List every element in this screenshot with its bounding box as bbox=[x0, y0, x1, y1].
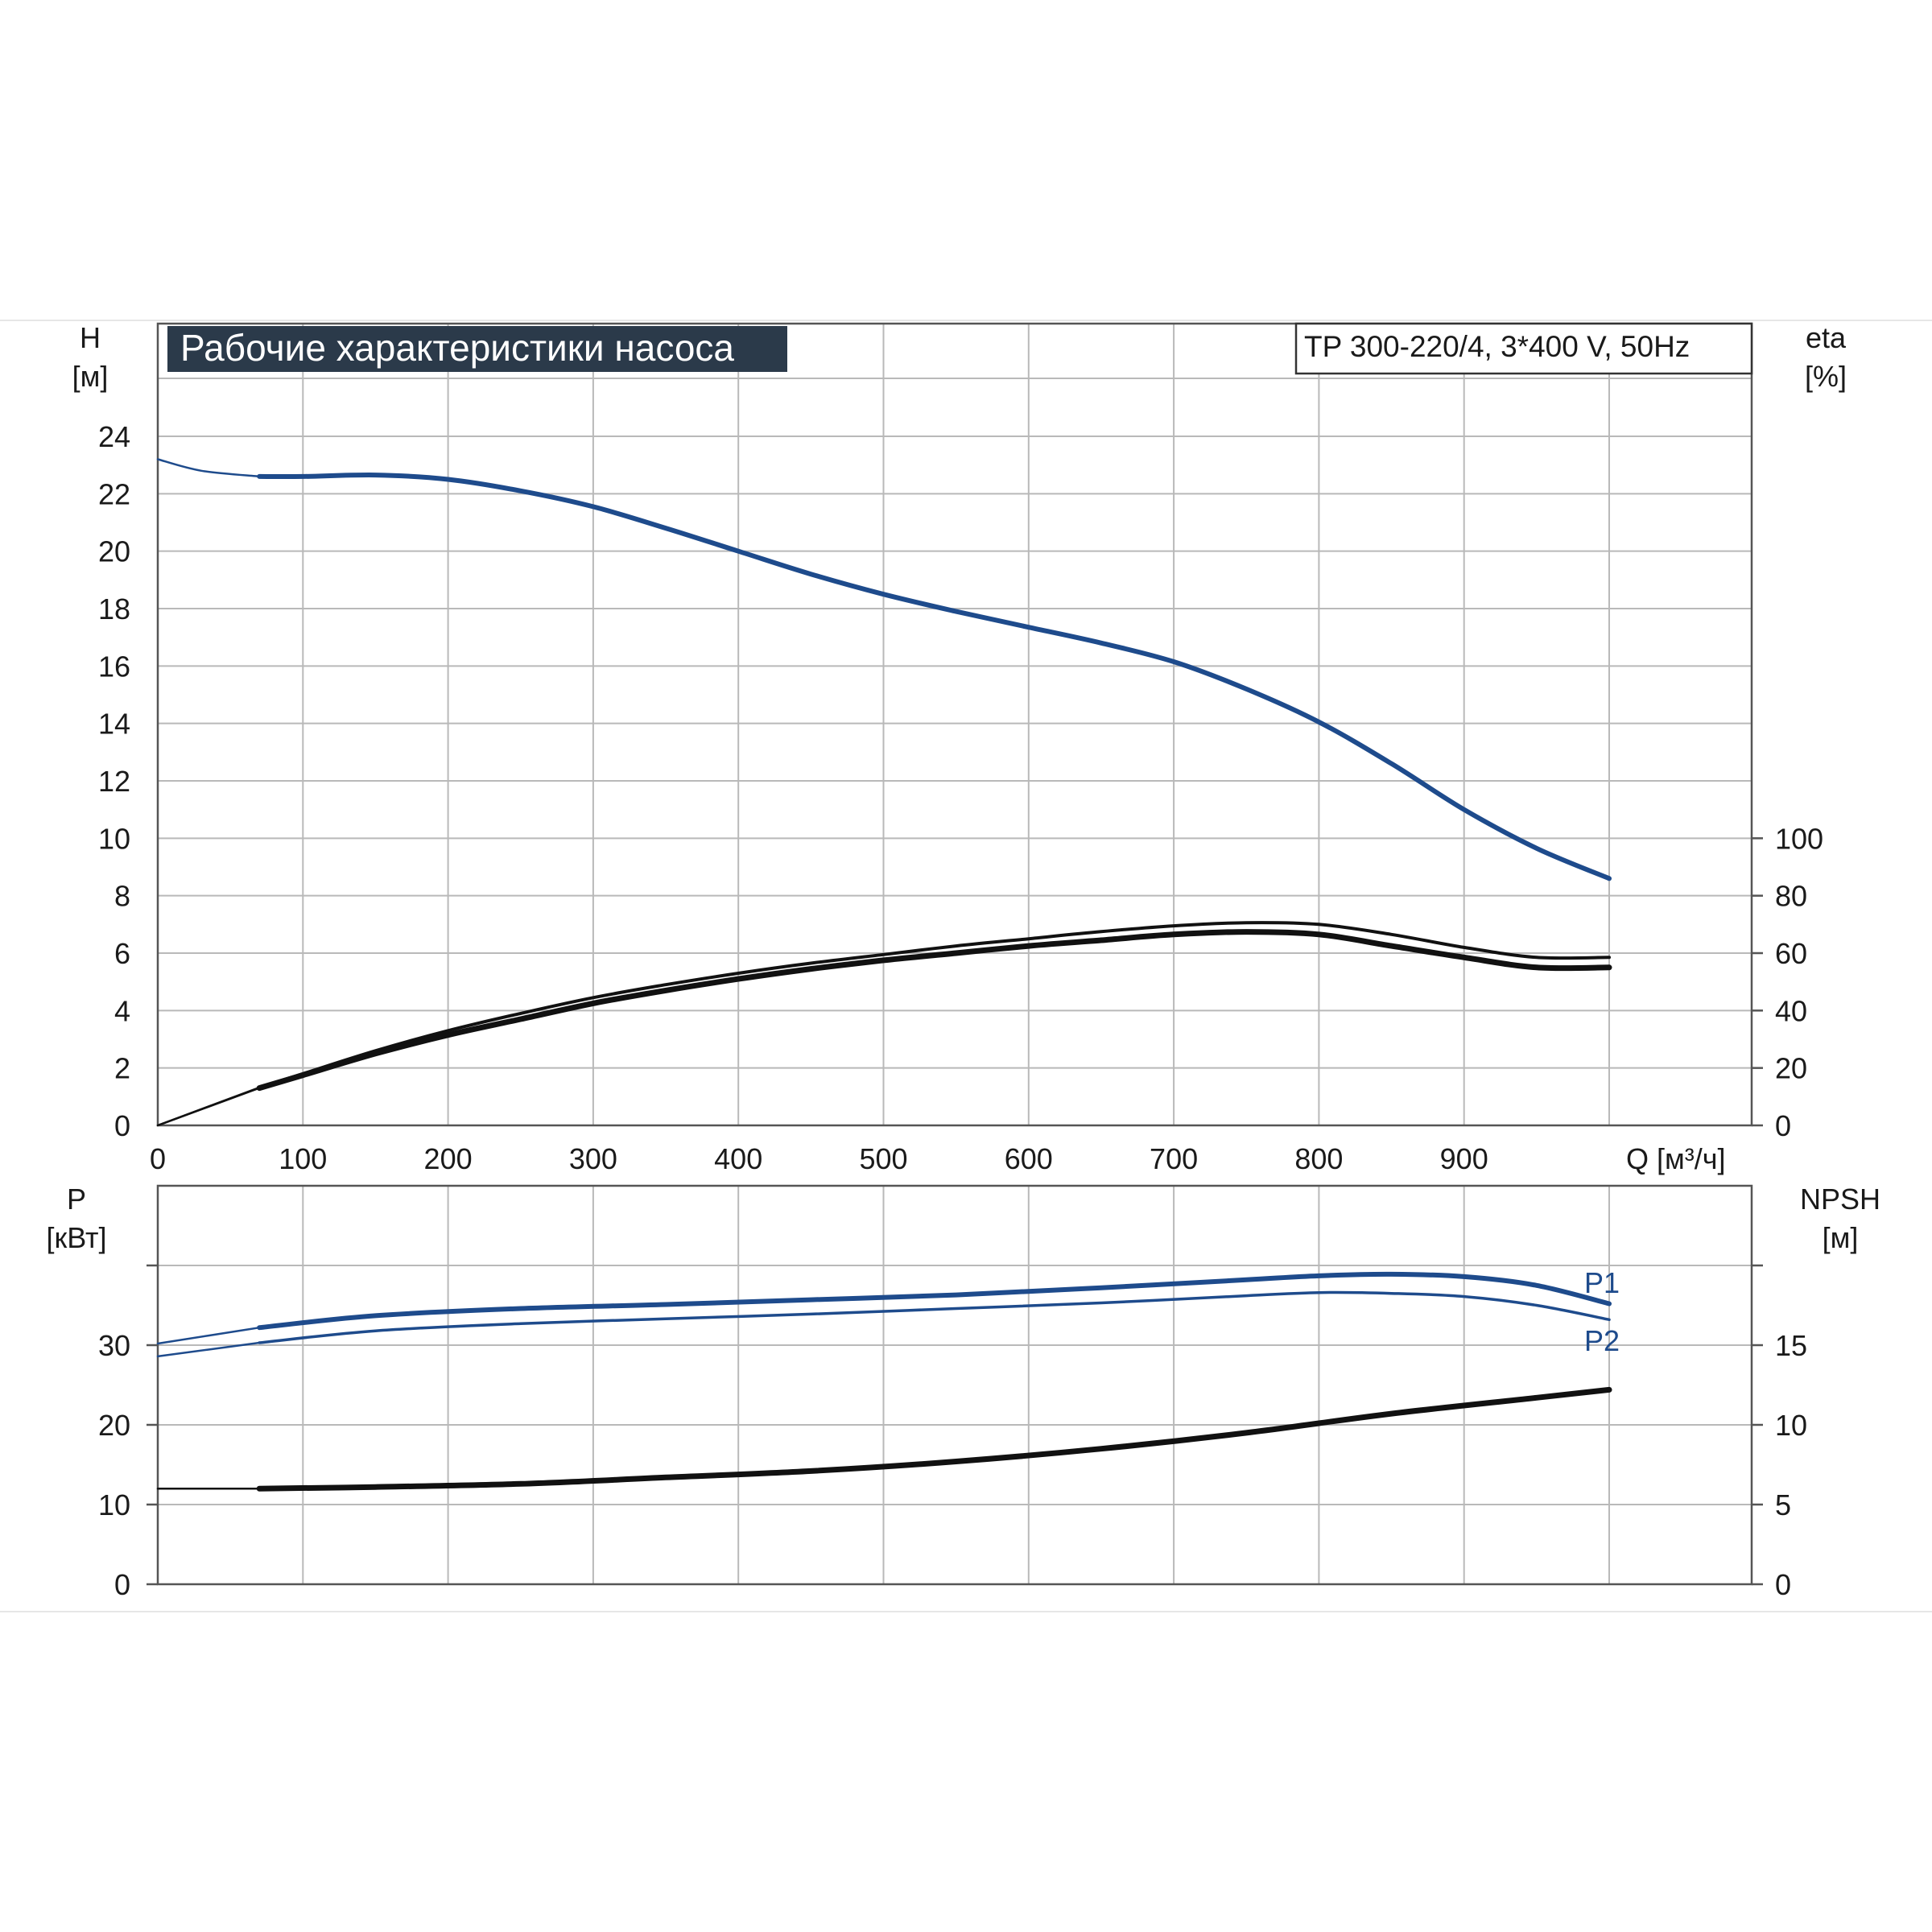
y2-tick-label: 60 bbox=[1775, 937, 1807, 970]
series-line-P2 bbox=[258, 1290, 1611, 1344]
y2-axis-label-symbol: eta bbox=[1806, 321, 1847, 354]
y2-axis-label-unit: [%] bbox=[1805, 360, 1847, 393]
upper-grid bbox=[158, 324, 1752, 1125]
p-tick-label: 0 bbox=[114, 1568, 130, 1601]
power-npsh-panel: P [кВт] NPSH [м] 0 10 20 30 0 5 10 15 P1 P2 bbox=[46, 1183, 1880, 1601]
x-tick-label: 0 bbox=[150, 1142, 166, 1175]
x-tick-label: 200 bbox=[424, 1142, 473, 1175]
npsh-axis-label-unit: [м] bbox=[1823, 1221, 1859, 1254]
p2-curve-label: P2 bbox=[1584, 1324, 1620, 1357]
series-line-P2-extension bbox=[156, 1341, 261, 1358]
y-tick-label: 4 bbox=[114, 994, 130, 1027]
series-line-H bbox=[257, 473, 1612, 881]
y-tick-label: 16 bbox=[98, 650, 130, 683]
npsh-tick-label: 5 bbox=[1775, 1488, 1791, 1521]
series-line-NPSH bbox=[256, 1386, 1612, 1492]
lower-grid bbox=[158, 1186, 1752, 1584]
x-tick-label: 500 bbox=[859, 1142, 907, 1175]
series-eta-2 bbox=[156, 921, 1611, 1127]
x-tick-label: 800 bbox=[1294, 1142, 1343, 1175]
x-tick-label: 900 bbox=[1440, 1142, 1488, 1175]
upper-plot-frame bbox=[156, 322, 1753, 1127]
series-line-H-extension bbox=[156, 458, 261, 478]
chart-title: Рабочие характеристики насоса bbox=[180, 327, 734, 369]
series-line-P1-extension bbox=[156, 1326, 261, 1345]
y-tick-label: 0 bbox=[114, 1109, 130, 1142]
series-line-eta-2 bbox=[258, 921, 1611, 1089]
y2-tick-label: 100 bbox=[1775, 822, 1823, 855]
title-box bbox=[167, 326, 787, 372]
p-tick-label: 10 bbox=[98, 1488, 130, 1521]
series-P2 bbox=[156, 1290, 1611, 1358]
npsh-axis-label-symbol: NPSH bbox=[1800, 1183, 1880, 1216]
series-H bbox=[156, 458, 1612, 881]
y-tick-label: 18 bbox=[98, 592, 130, 625]
y2-tick-label: 0 bbox=[1775, 1109, 1791, 1142]
series-line-P1 bbox=[257, 1271, 1612, 1331]
y-axis-label-unit: [м] bbox=[72, 360, 109, 393]
head-efficiency-panel: Рабочие характеристики насоса TP 300-220… bbox=[72, 321, 1847, 1175]
y-tick-label: 10 bbox=[98, 822, 130, 855]
y-tick-label: 12 bbox=[98, 765, 130, 798]
y2-tick-label: 80 bbox=[1775, 880, 1807, 913]
lower-plot-frame bbox=[156, 1184, 1753, 1586]
x-tick-label: 700 bbox=[1150, 1142, 1198, 1175]
series-P1 bbox=[156, 1271, 1612, 1345]
model-box bbox=[1294, 322, 1753, 375]
series-NPSH bbox=[156, 1386, 1612, 1492]
y2-tick-label: 20 bbox=[1775, 1052, 1807, 1085]
lower-series bbox=[156, 1271, 1612, 1492]
x-tick-label: 300 bbox=[569, 1142, 617, 1175]
y-tick-label: 6 bbox=[114, 937, 130, 970]
series-line-eta-1 bbox=[256, 929, 1612, 1092]
lower-tick-labels: 0 10 20 30 0 5 10 15 bbox=[98, 1264, 1807, 1601]
x-axis-label: Q [м³/ч] bbox=[1626, 1142, 1726, 1175]
y-tick-label: 8 bbox=[114, 880, 130, 913]
y-tick-label: 2 bbox=[114, 1052, 130, 1085]
npsh-tick-label: 10 bbox=[1775, 1409, 1807, 1442]
npsh-tick-label: 15 bbox=[1775, 1329, 1807, 1362]
p-axis-label-symbol: P bbox=[67, 1183, 86, 1216]
y-tick-label: 24 bbox=[98, 420, 130, 453]
model-label: TP 300-220/4, 3*400 V, 50Hz bbox=[1304, 330, 1690, 363]
x-tick-label: 100 bbox=[279, 1142, 327, 1175]
npsh-tick-label: 0 bbox=[1775, 1568, 1791, 1601]
p-axis-label-unit: [кВт] bbox=[46, 1221, 106, 1254]
p1-curve-label: P1 bbox=[1584, 1266, 1620, 1299]
y-tick-label: 20 bbox=[98, 535, 130, 568]
y2-tick-label: 40 bbox=[1775, 994, 1807, 1027]
upper-series bbox=[156, 458, 1612, 1127]
y-tick-label: 22 bbox=[98, 477, 130, 510]
p-tick-label: 20 bbox=[98, 1409, 130, 1442]
series-line-eta-2-extension bbox=[156, 1086, 261, 1127]
y-tick-label: 14 bbox=[98, 708, 130, 741]
x-tick-label: 600 bbox=[1005, 1142, 1053, 1175]
p-tick-label: 30 bbox=[98, 1329, 130, 1362]
x-tick-label: 400 bbox=[714, 1142, 762, 1175]
y-axis-label-symbol: H bbox=[80, 321, 101, 354]
